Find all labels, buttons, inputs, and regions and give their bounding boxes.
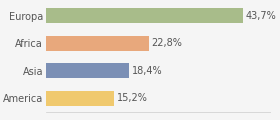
Text: 22,8%: 22,8% [151,38,182,48]
Bar [46,8,243,23]
Bar [46,36,149,51]
Text: 18,4%: 18,4% [131,66,162,76]
Bar [46,63,129,78]
Bar [46,91,114,106]
Text: 43,7%: 43,7% [246,11,276,21]
Text: 15,2%: 15,2% [117,93,148,103]
